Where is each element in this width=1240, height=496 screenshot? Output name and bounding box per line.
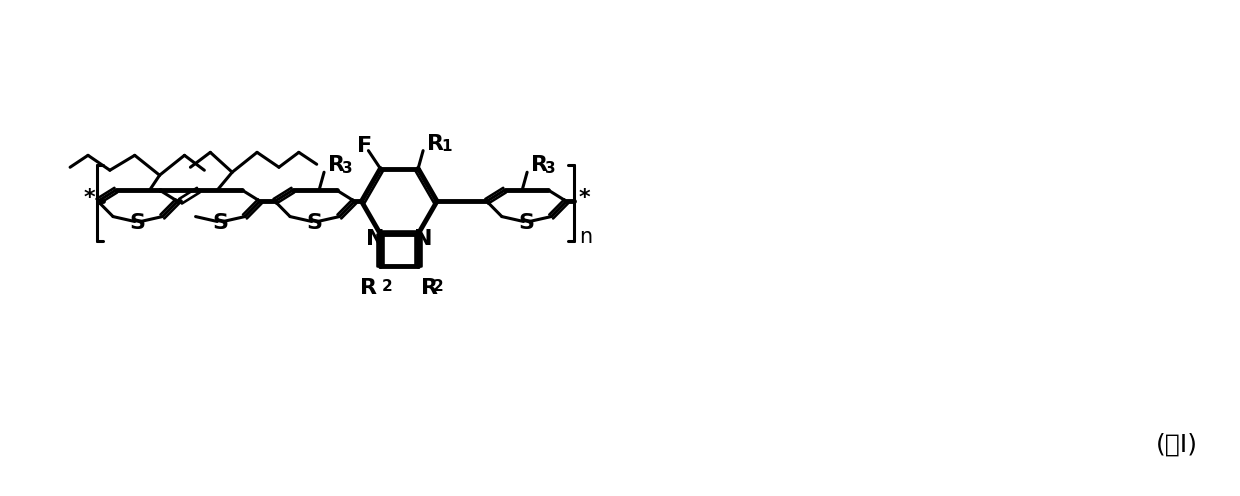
- Text: R: R: [361, 278, 377, 298]
- Text: R: R: [422, 278, 438, 298]
- Text: S: S: [212, 213, 228, 233]
- Text: n: n: [579, 227, 593, 247]
- Text: S: S: [130, 213, 146, 233]
- Text: R: R: [531, 155, 548, 175]
- Text: R: R: [427, 134, 444, 154]
- Text: F: F: [357, 136, 372, 156]
- Text: N: N: [414, 229, 433, 249]
- Text: 3: 3: [342, 161, 352, 176]
- Text: S: S: [306, 213, 322, 233]
- Text: *: *: [83, 188, 94, 208]
- Text: N: N: [366, 229, 384, 249]
- Text: 2: 2: [433, 279, 444, 294]
- Text: 3: 3: [546, 161, 556, 176]
- Text: *: *: [578, 188, 590, 208]
- Text: S: S: [518, 213, 534, 233]
- Text: 2: 2: [382, 279, 392, 294]
- Text: R: R: [329, 155, 345, 175]
- Text: 1: 1: [441, 139, 451, 154]
- Text: (式I): (式I): [1156, 433, 1198, 457]
